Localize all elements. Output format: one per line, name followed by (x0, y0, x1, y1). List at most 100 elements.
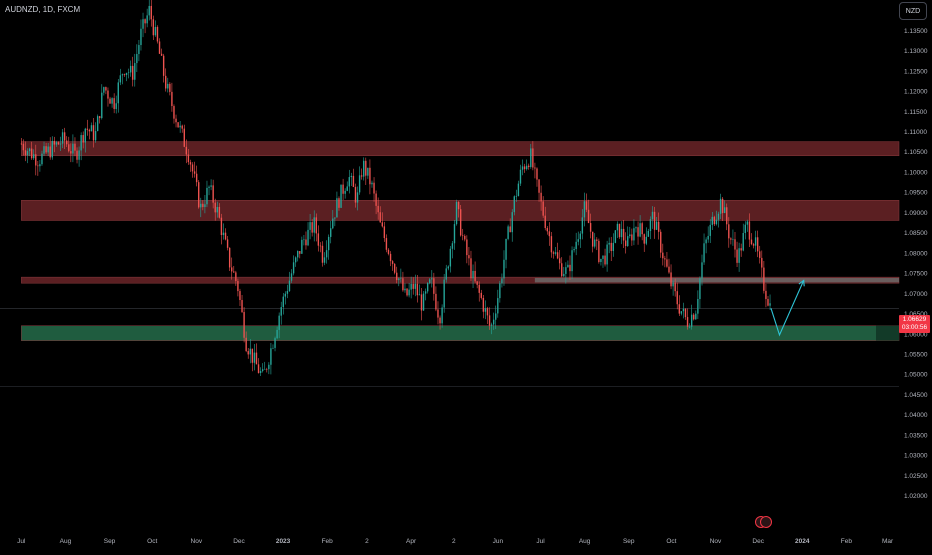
candle[interactable] (292, 255, 295, 276)
candle[interactable] (470, 250, 472, 282)
candle[interactable] (187, 149, 190, 165)
candle[interactable] (418, 284, 421, 296)
candle[interactable] (402, 271, 404, 292)
candle[interactable] (711, 212, 714, 231)
candle[interactable] (127, 68, 130, 79)
candle[interactable] (676, 282, 678, 310)
candle[interactable] (532, 141, 534, 171)
candle[interactable] (167, 77, 169, 93)
candle[interactable] (37, 161, 39, 176)
candle[interactable] (247, 347, 249, 359)
candle[interactable] (222, 223, 225, 240)
candle[interactable] (435, 286, 437, 312)
candle[interactable] (115, 95, 117, 114)
candle[interactable] (474, 261, 476, 284)
candle[interactable] (457, 201, 460, 218)
candle[interactable] (631, 228, 633, 246)
candle[interactable] (340, 184, 342, 209)
candle[interactable] (404, 283, 406, 293)
candle[interactable] (464, 234, 466, 242)
candle[interactable] (678, 295, 680, 317)
candle[interactable] (443, 274, 445, 313)
candle[interactable] (154, 20, 157, 37)
candle[interactable] (707, 226, 709, 243)
candle[interactable] (649, 216, 652, 240)
candle[interactable] (705, 237, 707, 254)
candle[interactable] (66, 136, 68, 147)
candle[interactable] (377, 197, 379, 220)
candle[interactable] (468, 247, 470, 266)
candle[interactable] (86, 119, 89, 136)
candle[interactable] (134, 53, 136, 87)
candle[interactable] (612, 233, 614, 257)
candle[interactable] (614, 229, 617, 244)
candle[interactable] (511, 209, 513, 242)
candle[interactable] (220, 213, 223, 245)
candle[interactable] (587, 199, 590, 224)
candle[interactable] (268, 362, 270, 375)
candle[interactable] (319, 242, 322, 253)
candle[interactable] (517, 180, 520, 197)
candle[interactable] (210, 179, 212, 191)
candle[interactable] (544, 206, 546, 231)
candle[interactable] (416, 275, 419, 303)
candle[interactable] (552, 250, 555, 259)
candle[interactable] (618, 223, 621, 239)
candle[interactable] (519, 164, 522, 187)
candle[interactable] (88, 128, 91, 140)
candle[interactable] (369, 159, 371, 195)
candle[interactable] (317, 225, 320, 252)
candle[interactable] (742, 223, 744, 252)
candle[interactable] (200, 197, 202, 218)
candle[interactable] (505, 238, 507, 269)
candle[interactable] (664, 255, 666, 268)
candle[interactable] (379, 206, 381, 223)
candle[interactable] (515, 189, 518, 202)
candle[interactable] (251, 348, 254, 372)
candle[interactable] (119, 68, 122, 86)
candle[interactable] (303, 234, 305, 246)
candle[interactable] (150, 0, 152, 27)
candle[interactable] (750, 233, 753, 246)
candle[interactable] (280, 301, 282, 325)
candle[interactable] (616, 221, 619, 238)
candle[interactable] (406, 288, 408, 297)
candle[interactable] (348, 169, 350, 194)
candle[interactable] (422, 290, 425, 312)
candle[interactable] (441, 304, 443, 328)
candle[interactable] (509, 218, 511, 233)
candle[interactable] (226, 235, 229, 251)
candle[interactable] (76, 147, 78, 164)
candle[interactable] (45, 142, 47, 154)
candle[interactable] (35, 144, 37, 176)
candle[interactable] (513, 195, 515, 216)
candle[interactable] (274, 336, 276, 352)
candle[interactable] (51, 136, 53, 160)
candle[interactable] (420, 288, 423, 321)
candle[interactable] (754, 230, 757, 252)
candle[interactable] (391, 260, 394, 271)
candle[interactable] (381, 212, 383, 228)
candle[interactable] (109, 96, 111, 104)
candle[interactable] (165, 68, 167, 92)
candle[interactable] (315, 213, 317, 242)
candle[interactable] (695, 310, 697, 320)
candle[interactable] (542, 196, 544, 218)
candle[interactable] (72, 134, 74, 163)
candle[interactable] (195, 165, 198, 187)
candle[interactable] (204, 194, 206, 214)
candle[interactable] (412, 277, 414, 295)
candle[interactable] (278, 312, 280, 339)
candle[interactable] (138, 39, 140, 62)
candle[interactable] (301, 236, 303, 255)
candle[interactable] (255, 343, 258, 365)
candle[interactable] (206, 180, 208, 208)
candle[interactable] (765, 283, 767, 308)
candle[interactable] (305, 231, 307, 250)
candle[interactable] (657, 212, 660, 240)
candle[interactable] (521, 159, 524, 176)
candle[interactable] (41, 150, 43, 166)
candle[interactable] (125, 72, 128, 82)
candle[interactable] (431, 270, 433, 288)
